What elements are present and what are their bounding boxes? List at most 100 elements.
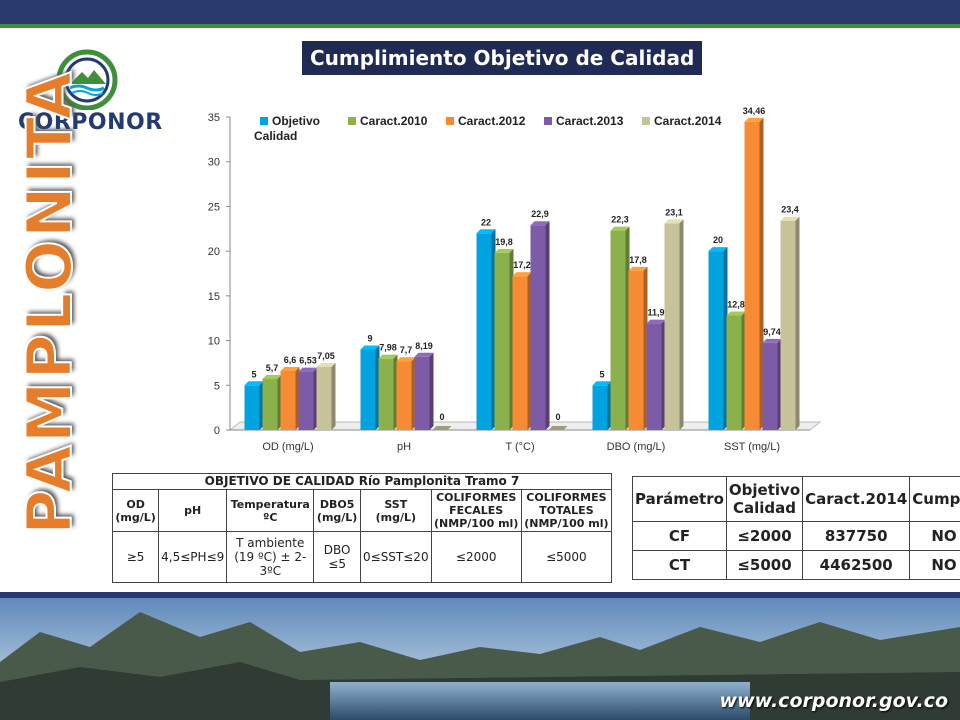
data-label: 7,05 [317, 351, 335, 361]
objective-header: COLIFORMES FECALES (NMP/100 ml) [430, 489, 522, 532]
corponor-emblem-icon [56, 49, 118, 110]
bar-top [744, 117, 764, 122]
data-label: 22,9 [531, 209, 549, 219]
bar [592, 385, 608, 430]
x-tick-label: T (°C) [505, 441, 534, 453]
bar-top [628, 266, 648, 271]
data-label: 6,6 [284, 355, 297, 365]
bar [298, 371, 314, 430]
legend-swatch [544, 117, 552, 125]
bar-top [244, 381, 264, 386]
bar-top [708, 247, 728, 252]
compliance-header: Cumple [909, 476, 960, 522]
bar-top [280, 366, 300, 371]
y-tick-label: 0 [214, 425, 220, 437]
data-label: 8,19 [415, 341, 433, 351]
data-label: 5 [599, 369, 604, 379]
website-url: www.corponor.gov.co [719, 690, 948, 712]
data-label: 11,9 [647, 308, 664, 318]
objective-header: SST (mg/L) [359, 489, 432, 532]
bar-side [331, 362, 336, 430]
bar-top [610, 226, 630, 231]
bar [512, 276, 528, 430]
bar [664, 223, 680, 430]
legend-swatch [260, 117, 268, 125]
y-tick-label: 10 [208, 336, 220, 348]
table-row: CF ≤2000 837750 NO [632, 521, 960, 551]
data-label: 5 [251, 369, 256, 379]
compliance-cell: ≤2000 [725, 521, 804, 551]
y-tick-label: 35 [208, 112, 220, 124]
objective-header: pH [158, 489, 228, 532]
landscape-footer: www.corponor.gov.co [0, 592, 960, 720]
compliance-cell: NO [909, 550, 960, 580]
bar-top [646, 319, 666, 324]
data-label: 9 [367, 334, 372, 344]
data-label: 6,53 [299, 356, 317, 366]
bar-top [360, 345, 380, 350]
data-label: 22 [481, 217, 491, 227]
top-banner [0, 0, 960, 24]
bar [280, 370, 296, 430]
bar [396, 361, 412, 430]
data-label: 23,4 [781, 205, 799, 215]
objective-table: OBJETIVO DE CALIDAD Río Pamplonita Tramo… [111, 473, 613, 583]
objective-table-caption: OBJETIVO DE CALIDAD Río Pamplonita Tramo… [112, 473, 612, 490]
bar-top [726, 311, 746, 316]
bar [378, 358, 394, 430]
data-label: 7,98 [379, 343, 397, 353]
bar [780, 220, 796, 430]
mountain-lake-image [0, 592, 960, 720]
bar [244, 385, 260, 430]
data-label: 0 [439, 412, 444, 422]
objective-header: Temperatura ºC [226, 489, 315, 532]
y-tick-label: 5 [214, 380, 220, 392]
bar-top [512, 272, 532, 277]
bar-top [476, 229, 496, 234]
vertical-river-title: PAMPLONITA [12, 69, 87, 536]
bar [762, 342, 778, 430]
bar [628, 270, 644, 430]
bar-top [530, 221, 550, 226]
bar [610, 230, 626, 430]
legend-label: Caract.2012 [458, 114, 526, 128]
compliance-cell: 4462500 [802, 550, 911, 580]
objective-value: 0≤SST≤20 [359, 531, 432, 583]
y-tick-label: 30 [208, 157, 220, 169]
data-label: 19,8 [495, 237, 513, 247]
data-label: 20 [713, 235, 723, 245]
slide-title: Cumplimiento Objetivo de Calidad [302, 41, 703, 75]
bar [262, 379, 278, 430]
corponor-logo: CORPONOR [18, 48, 163, 140]
objective-value: DBO ≤5 [313, 531, 361, 583]
objective-value: ≤2000 [430, 531, 522, 583]
data-label: 12,8 [727, 300, 745, 310]
compliance-cell: CF [632, 521, 727, 551]
bar-top [396, 357, 416, 362]
legend-swatch [348, 117, 356, 125]
data-label: 5,7 [266, 363, 279, 373]
data-label: 17,2 [513, 260, 531, 270]
bar-side [545, 221, 550, 430]
y-tick-label: 20 [208, 246, 220, 258]
compliance-cell: 837750 [802, 521, 911, 551]
objective-value: ≥5 [111, 531, 160, 583]
legend-swatch [642, 117, 650, 125]
data-label: 34,46 [743, 106, 766, 116]
objective-value: T ambiente (19 ºC) ± 2-3ºC [226, 531, 315, 583]
compliance-cell: CT [632, 550, 727, 580]
legend-label: Objetivo Calidad [254, 114, 320, 143]
bar-top [378, 354, 398, 359]
legend-label: Caract.2014 [654, 114, 722, 128]
bar-top [262, 375, 282, 380]
bar-top [664, 219, 684, 224]
data-label: 23,1 [665, 207, 683, 217]
bar-zero [548, 426, 568, 430]
legend-swatch [446, 117, 454, 125]
x-tick-label: DBO (mg/L) [607, 441, 666, 453]
objective-header: DBO5 (mg/L) [313, 489, 361, 532]
logo-text: CORPONOR [18, 110, 163, 135]
bar [360, 349, 376, 430]
bar-side [429, 352, 434, 430]
